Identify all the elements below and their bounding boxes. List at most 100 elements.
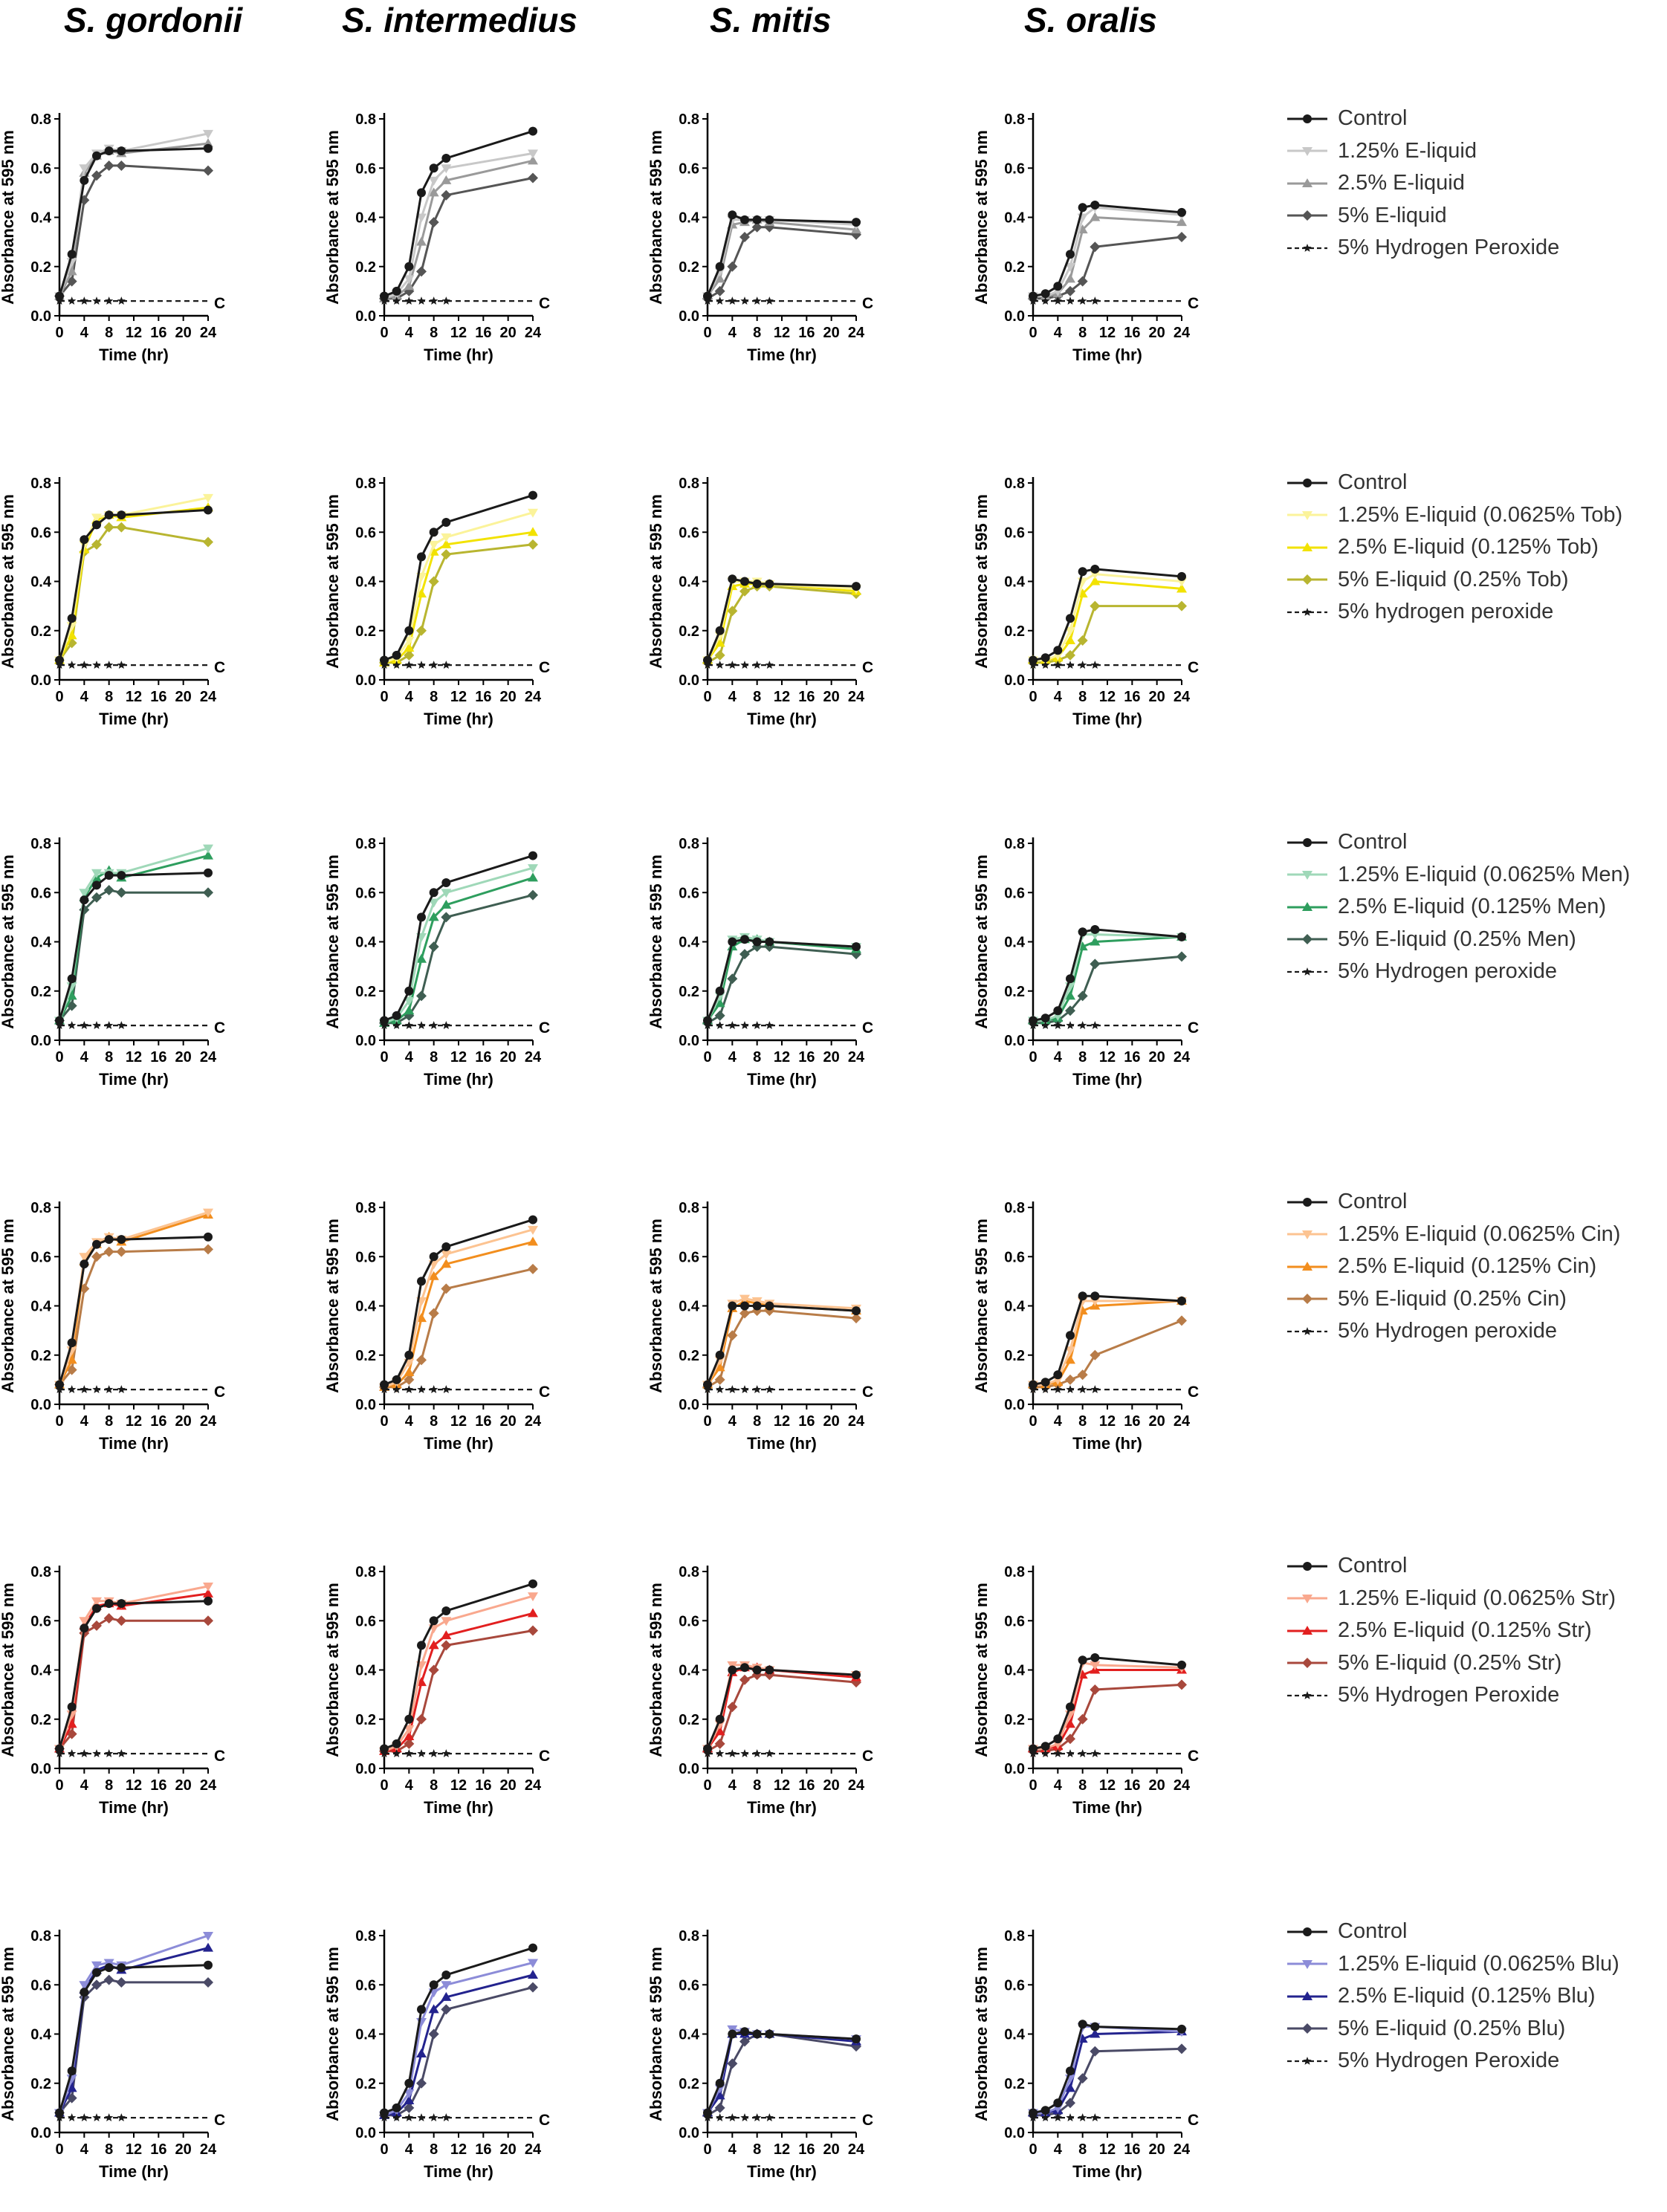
data-point — [92, 520, 101, 530]
y-axis-label: Absorbance at 595 nm — [0, 130, 17, 305]
legend-swatch-icon — [1287, 2056, 1327, 2065]
legend-item: 5% hydrogen peroxide — [1286, 596, 1622, 629]
x-axis-label: Time (hr) — [424, 1434, 493, 1453]
data-point — [92, 1239, 101, 1249]
data-point — [1066, 1702, 1075, 1712]
x-tick-label: 16 — [475, 1049, 491, 1066]
data-point — [716, 1385, 725, 1393]
x-tick-label: 24 — [200, 689, 217, 705]
x-axis-label: Time (hr) — [424, 1070, 493, 1089]
series-4 — [1029, 296, 1182, 305]
data-point — [204, 143, 213, 153]
legend-item: 2.5% E-liquid (0.125% Str) — [1286, 1615, 1616, 1647]
data-point — [1090, 1021, 1099, 1029]
data-point — [740, 296, 749, 305]
data-point — [80, 2113, 88, 2121]
data-point — [80, 535, 89, 545]
legend-item: 5% E-liquid — [1286, 200, 1559, 233]
legend-cin: Control 1.25% E-liquid (0.0625% Cin) 2.5% … — [1286, 1186, 1620, 1348]
data-point — [428, 540, 439, 550]
series-4 — [380, 661, 533, 669]
control-annotation: C — [1188, 2112, 1199, 2129]
data-point — [714, 1374, 725, 1385]
data-point — [441, 1259, 452, 1268]
data-point — [91, 539, 102, 550]
y-tick-label: 0.2 — [30, 984, 51, 1000]
data-point — [1065, 1733, 1075, 1745]
data-point — [67, 614, 77, 623]
series-3 — [702, 2028, 861, 2121]
data-point — [66, 1719, 77, 1728]
series-line — [58, 1592, 209, 1750]
series-0 — [380, 1215, 537, 1389]
data-point — [1077, 2073, 1088, 2084]
legend-marker — [1302, 1595, 1312, 1604]
data-point — [441, 1250, 452, 1259]
data-point — [1065, 635, 1075, 644]
data-point — [92, 880, 101, 890]
data-point — [428, 941, 439, 953]
y-tick-label: 0.4 — [679, 574, 700, 591]
y-tick-label: 0.0 — [1004, 1761, 1025, 1777]
series-line — [384, 1268, 534, 1389]
panel-blu-0: 0.0 0.2 0.4 0.6 0.8 0 4 8 12 16 20 24 Time (hr) Absor… — [0, 1928, 225, 2181]
data-point — [1090, 2028, 1101, 2038]
series-0 — [1029, 564, 1186, 665]
data-point — [1177, 1296, 1186, 1306]
data-point — [740, 2027, 749, 2037]
legend-marker — [1302, 901, 1312, 911]
data-point — [428, 217, 439, 228]
data-point — [417, 2113, 426, 2121]
x-tick-label: 16 — [1124, 1049, 1140, 1066]
panel-base-2: 0.0 0.2 0.4 0.6 0.8 0 4 8 12 16 20 24 Time (hr) Absor… — [647, 111, 873, 364]
data-point — [428, 1308, 439, 1319]
data-point — [752, 579, 762, 588]
data-point — [714, 1738, 725, 1749]
x-tick-label: 12 — [774, 1777, 790, 1794]
data-point — [1090, 1652, 1100, 1662]
x-tick-label: 0 — [55, 1049, 63, 1066]
data-point — [416, 213, 427, 223]
control-annotation: C — [1188, 1384, 1199, 1401]
x-tick-label: 20 — [823, 1413, 840, 1430]
data-point — [765, 1021, 774, 1029]
data-point — [1053, 2113, 1062, 2121]
data-point — [752, 1665, 762, 1675]
data-point — [441, 1283, 452, 1294]
data-point — [714, 998, 725, 1008]
series-2 — [1028, 1295, 1187, 1389]
legend-swatch-icon — [1287, 1230, 1327, 1240]
data-point — [91, 170, 102, 181]
data-point — [417, 188, 426, 198]
legend-marker — [1303, 967, 1312, 976]
data-point — [91, 513, 102, 523]
x-tick-label: 24 — [200, 1777, 217, 1794]
data-point — [203, 850, 213, 860]
x-tick-label: 4 — [728, 1777, 737, 1794]
y-tick-label: 0.6 — [1004, 885, 1025, 901]
data-point — [1053, 1370, 1063, 1380]
y-tick-label: 0.0 — [355, 1397, 376, 1413]
series-line — [383, 1583, 534, 1750]
x-tick-label: 0 — [55, 325, 63, 341]
legend-marker — [1302, 574, 1312, 586]
x-tick-label: 16 — [150, 325, 166, 341]
series-3 — [379, 172, 538, 304]
x-tick-label: 20 — [175, 1413, 192, 1430]
y-tick-label: 0.2 — [1004, 2076, 1025, 2092]
legend-marker — [1303, 607, 1312, 616]
data-point — [852, 582, 861, 591]
data-point — [104, 146, 114, 156]
panel-cin-1: 0.0 0.2 0.4 0.6 0.8 0 4 8 12 16 20 24 Time (hr) Absor… — [323, 1200, 550, 1453]
data-point — [441, 912, 452, 923]
series-line — [383, 854, 534, 1022]
data-point — [404, 642, 415, 652]
data-point — [380, 655, 389, 665]
data-point — [1065, 1374, 1075, 1385]
data-point — [1065, 990, 1075, 1000]
data-point — [416, 2078, 427, 2089]
data-point — [103, 1246, 114, 1257]
data-point — [728, 2029, 737, 2039]
y-tick-label: 0.8 — [355, 111, 376, 128]
